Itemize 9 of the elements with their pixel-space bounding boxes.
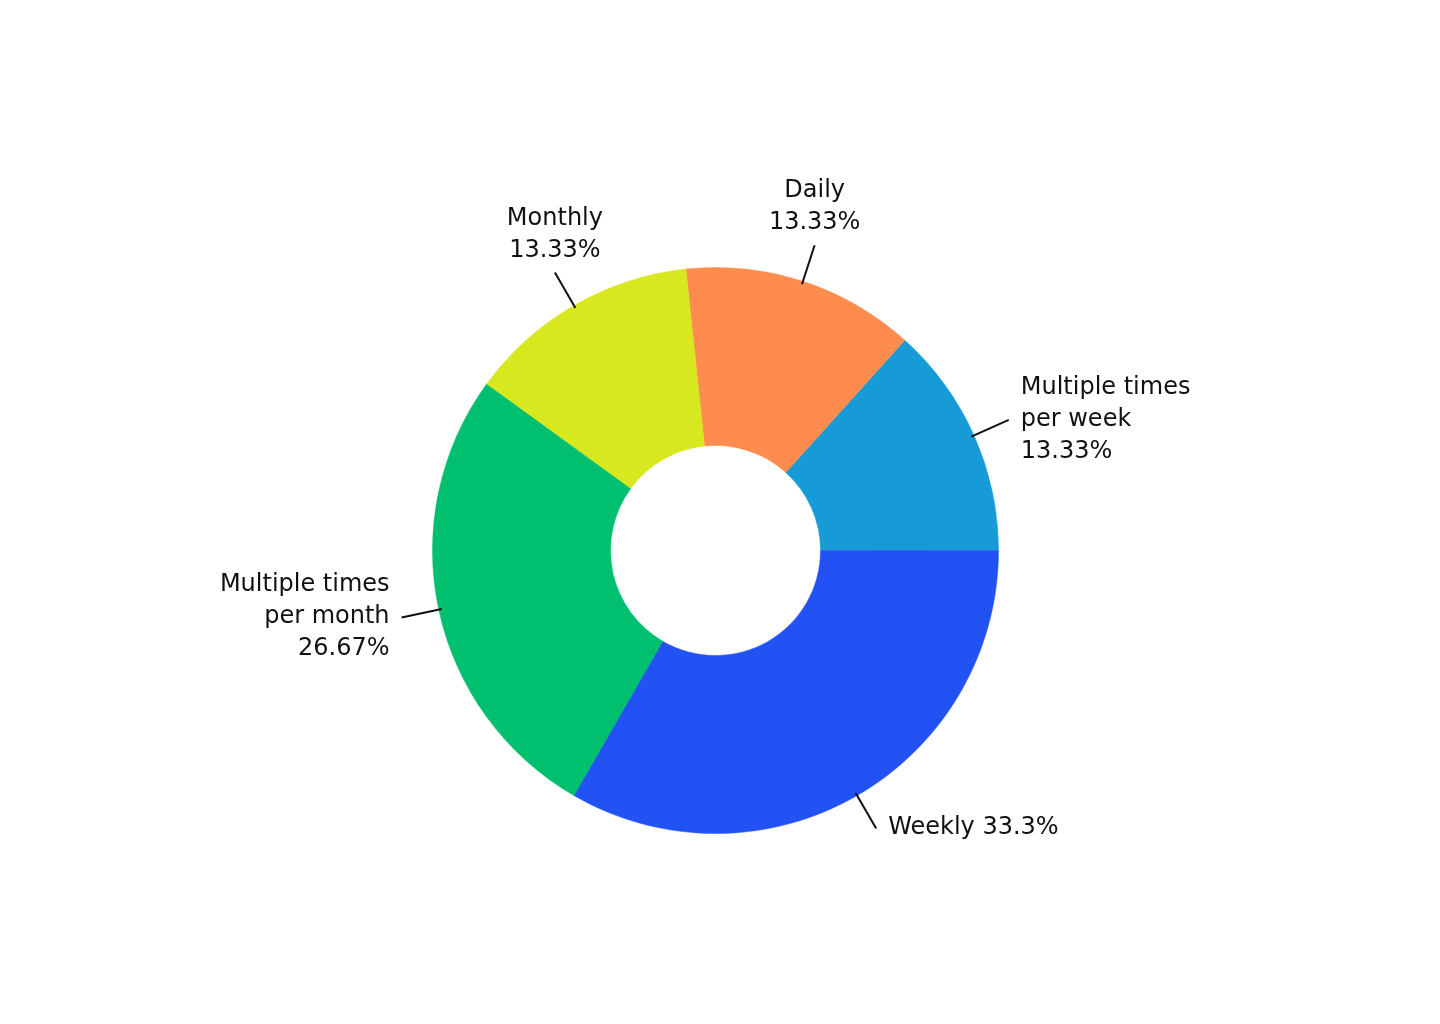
slice-label: Multiple times per month bbox=[219, 569, 390, 630]
slice-label: Multiple times per week bbox=[1020, 371, 1191, 432]
data-label: 13.33% bbox=[768, 207, 861, 236]
slice-label: Monthly bbox=[506, 202, 603, 231]
slice-label: Weekly 33.3% bbox=[888, 812, 1059, 841]
data-label: 13.33% bbox=[509, 234, 601, 263]
data-label: 13.33% bbox=[1020, 435, 1113, 464]
data-label: 26.67% bbox=[298, 633, 390, 662]
slice-label: Daily bbox=[784, 175, 846, 204]
